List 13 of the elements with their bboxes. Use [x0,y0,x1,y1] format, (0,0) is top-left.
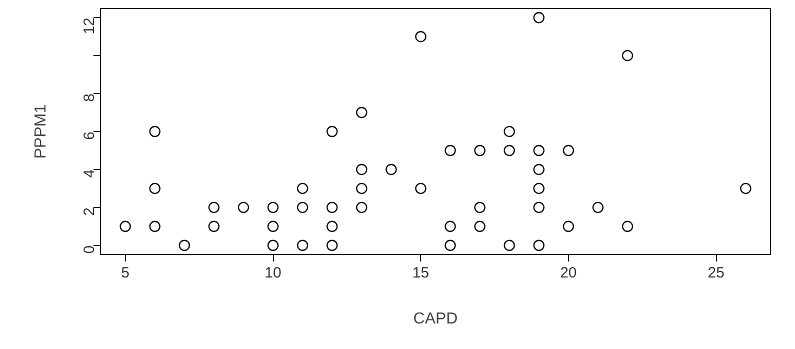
y-tick-label: 4 [81,169,98,178]
x-tick-label: 25 [708,264,724,282]
x-tick-label: 10 [264,264,282,282]
x-axis-title: CAPD [413,310,458,328]
y-tick-label: 12 [81,18,98,34]
x-tick-label: 20 [560,264,577,282]
y-tick-label: 2 [81,207,98,216]
y-tick-label: 0 [81,245,98,254]
x-tick-label: 5 [121,264,130,282]
y-tick-label: 6 [81,132,98,140]
x-tick-label: 15 [412,264,430,282]
y-tick-label: 8 [81,94,98,102]
y-axis-title: PPPM1 [32,104,50,159]
